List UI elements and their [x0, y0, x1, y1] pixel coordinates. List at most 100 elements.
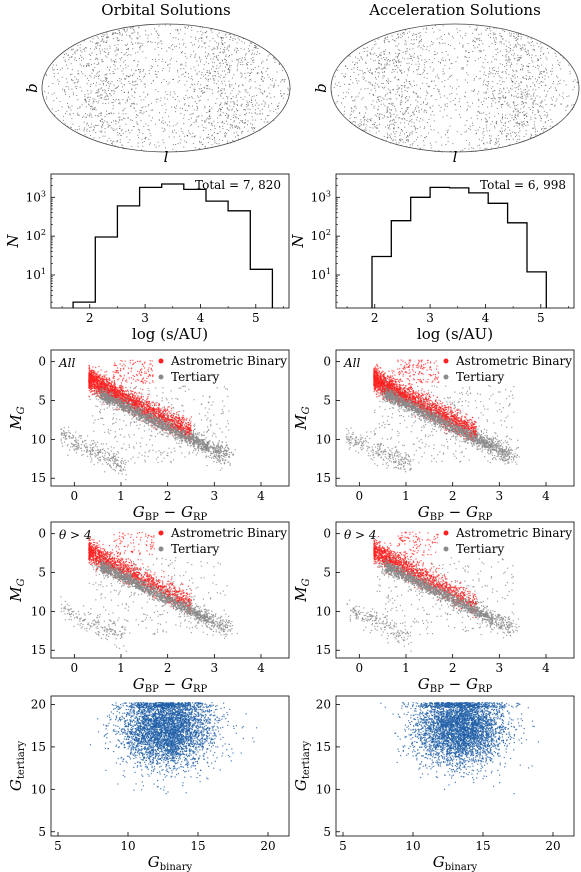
sky-point [241, 75, 243, 77]
sky-point [521, 123, 523, 125]
sky-point [196, 102, 198, 104]
sky-point [137, 63, 139, 65]
tertiary-point [115, 421, 117, 423]
sky-point [539, 105, 541, 107]
sky-point [89, 112, 91, 114]
sky-point [199, 141, 200, 142]
sky-point [147, 129, 149, 131]
tertiary-point [99, 401, 101, 403]
sky-point [195, 120, 197, 122]
sky-point [211, 122, 213, 124]
sky-point [405, 44, 407, 46]
sky-point [397, 55, 399, 57]
sky-point [508, 61, 510, 63]
sky-point [517, 76, 518, 78]
sky-point [52, 64, 54, 66]
sky-point [133, 107, 135, 109]
sky-point [533, 48, 535, 50]
sky-point [499, 130, 501, 132]
sky-point [518, 43, 520, 45]
sky-point [201, 40, 203, 42]
sky-point [158, 112, 160, 114]
sky-point [386, 39, 388, 41]
sky-map-orbital [41, 23, 291, 153]
tertiary-point [117, 407, 119, 409]
sky-point [133, 96, 135, 98]
sky-point [431, 62, 433, 64]
sky-point [398, 62, 400, 63]
sky-point [101, 81, 103, 83]
sky-point [385, 59, 387, 61]
sky-point [451, 75, 453, 77]
sky-point [435, 54, 437, 55]
sky-point [230, 119, 232, 120]
tertiary-point [170, 390, 172, 392]
sky-point [515, 136, 516, 138]
sky-point [378, 100, 380, 102]
tertiary-point [127, 390, 129, 393]
tertiary-point [160, 454, 162, 456]
sky-point [415, 63, 417, 65]
sky-point [206, 70, 208, 71]
sky-point [259, 89, 261, 91]
sky-point [116, 47, 118, 49]
sky-point [96, 36, 98, 38]
sky-point [539, 133, 541, 135]
tertiary-point [196, 434, 198, 436]
sky-point [229, 70, 231, 72]
sky-point [527, 53, 529, 55]
sky-point [135, 87, 137, 89]
sky-point [67, 86, 69, 88]
tertiary-point [125, 474, 127, 476]
tertiary-point [167, 452, 169, 454]
sky-point [132, 48, 134, 50]
sky-point [375, 90, 377, 92]
sky-point [446, 130, 448, 132]
tertiary-point [215, 445, 218, 448]
sky-point [246, 104, 247, 105]
tertiary-point [105, 461, 107, 464]
sky-point [172, 130, 174, 132]
sky-point [562, 92, 564, 94]
sky-point [212, 38, 214, 39]
sky-point [197, 95, 199, 97]
tertiary-point [115, 409, 118, 411]
sky-point [191, 84, 193, 86]
sky-point [352, 61, 354, 63]
tertiary-point [81, 443, 83, 446]
sky-point [403, 33, 405, 35]
sky-point [132, 82, 134, 83]
sky-point [405, 136, 407, 138]
sky-point [152, 109, 153, 111]
sky-point [551, 103, 553, 105]
sky-point [226, 107, 228, 109]
sky-point [244, 113, 246, 115]
sky-point [518, 60, 520, 62]
sky-point [81, 90, 83, 92]
sky-point [472, 122, 473, 124]
tertiary-point [137, 419, 139, 421]
sky-point [124, 77, 126, 79]
sky-point [399, 103, 401, 105]
sky-point [530, 98, 532, 100]
tertiary-point [94, 445, 97, 447]
sky-point [85, 99, 87, 101]
sky-point [219, 65, 221, 67]
sky-point [119, 116, 121, 118]
sky-point [173, 78, 174, 80]
sky-point [355, 96, 357, 98]
sky-point [516, 70, 518, 72]
sky-point [198, 56, 200, 58]
sky-point [227, 72, 229, 74]
sky-point [354, 99, 356, 101]
sky-point [489, 141, 491, 143]
sky-point [99, 83, 101, 85]
sky-point [497, 67, 499, 69]
sky-point [482, 104, 483, 105]
sky-point [407, 112, 409, 114]
sky-point [490, 87, 492, 89]
sky-point [56, 97, 57, 99]
sky-point [525, 89, 527, 90]
tertiary-point [167, 436, 169, 438]
sky-point [404, 86, 406, 88]
